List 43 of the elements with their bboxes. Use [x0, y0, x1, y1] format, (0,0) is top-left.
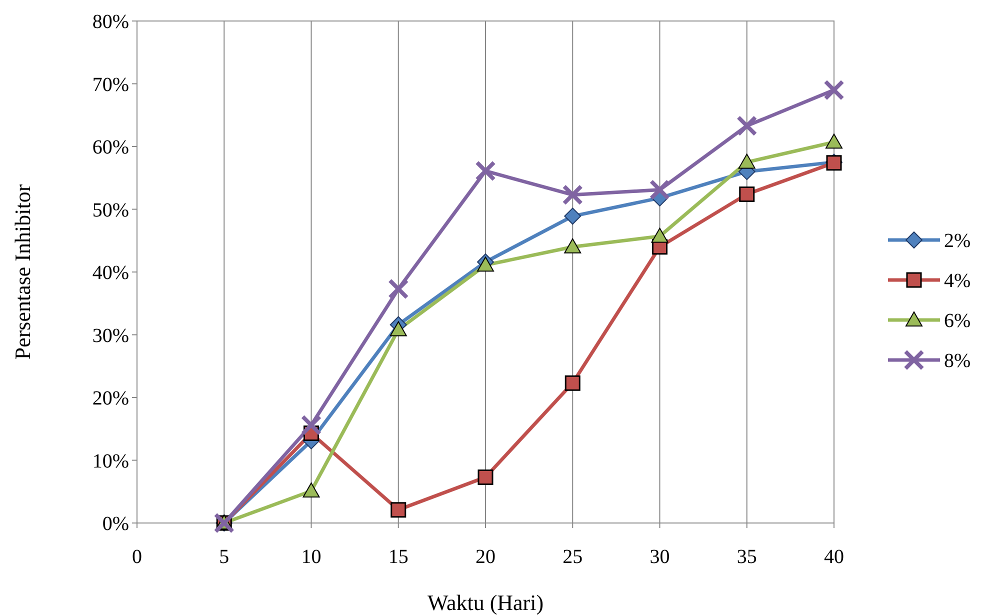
y-tick-label: 10% — [92, 450, 129, 472]
point — [390, 502, 406, 518]
y-tick-label: 30% — [92, 324, 129, 347]
x-tick-label: 20 — [476, 546, 496, 568]
x-tick-label: 0 — [132, 546, 142, 568]
point — [302, 416, 320, 434]
point — [564, 186, 582, 204]
point — [302, 482, 320, 498]
legend-label: 2% — [944, 230, 971, 252]
x-tick-label: 40 — [824, 546, 844, 568]
y-tick-label: 40% — [92, 262, 129, 284]
x-tick-label: 15 — [388, 546, 408, 568]
point — [478, 469, 494, 485]
point — [477, 256, 494, 272]
legend-label: 4% — [944, 270, 971, 292]
y-tick-label: 50% — [92, 199, 129, 222]
point — [564, 208, 582, 225]
x-tick-label: 30 — [650, 546, 670, 568]
point — [389, 280, 408, 298]
x-tick-label: 25 — [562, 546, 583, 568]
y-tick-label: 60% — [92, 136, 129, 158]
y-tick-label: 80% — [92, 11, 129, 33]
point — [476, 162, 494, 180]
point — [739, 186, 755, 202]
x-tick-label: 10 — [301, 546, 322, 568]
legend-label: 6% — [944, 310, 971, 332]
x-tick-label: 5 — [219, 546, 230, 568]
point — [738, 154, 756, 169]
point — [651, 228, 668, 243]
point — [825, 81, 843, 100]
x-tick-label: 35 — [736, 546, 757, 568]
y-tick-label: 70% — [92, 74, 129, 96]
legend-label: 8% — [944, 350, 971, 372]
y-tick-label: 0% — [102, 513, 129, 535]
point — [738, 116, 756, 135]
point — [564, 238, 582, 254]
x-axis-title: Waktu (Hari) — [427, 590, 544, 615]
point — [650, 180, 669, 199]
y-tick-label: 20% — [92, 388, 129, 410]
point — [390, 321, 407, 336]
y-axis-title: Persentase Inhibitor — [10, 184, 35, 360]
point — [826, 134, 842, 149]
point — [564, 375, 580, 391]
